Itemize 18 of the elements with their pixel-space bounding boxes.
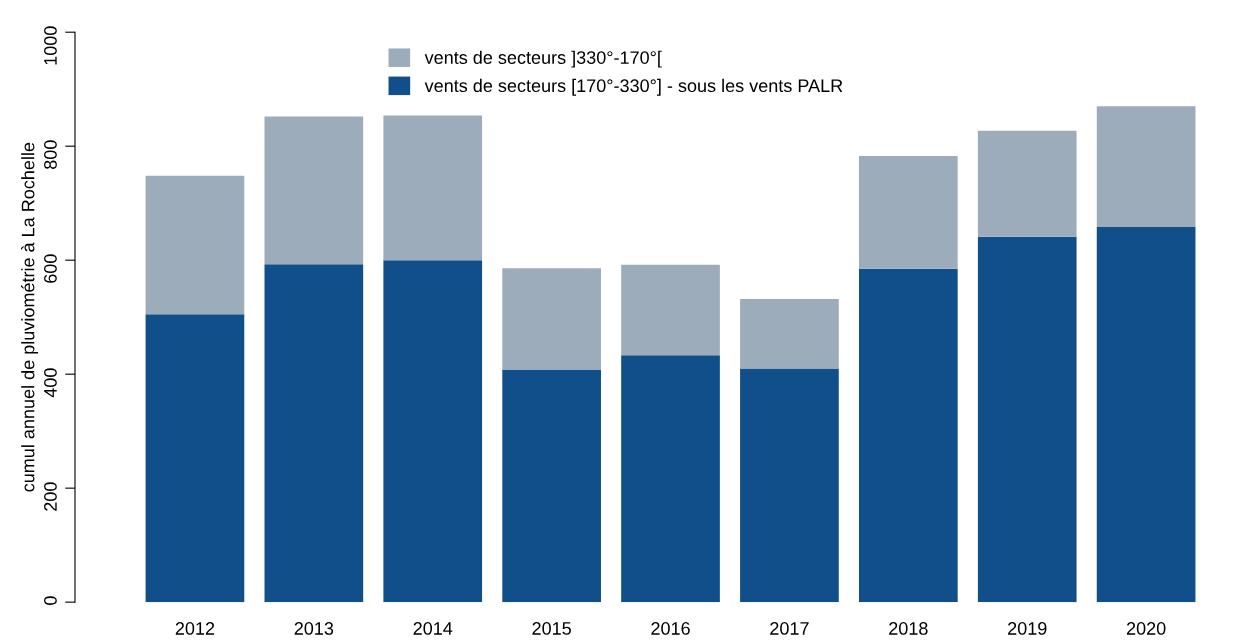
y-tick-label: 0 <box>44 596 57 605</box>
x-tick-label: 2016 <box>651 622 690 635</box>
y-tick-label: 400 <box>44 368 57 398</box>
y-tick-label: 600 <box>44 254 57 283</box>
x-tick-label: 2019 <box>1008 622 1047 635</box>
legend-label: vents de secteurs [170°-330°] - sous les vents PALR <box>424 78 843 96</box>
x-tick-label: 2013 <box>294 622 334 635</box>
y-axis-title: cumul annuel de pluviométrie à La Rochelle <box>20 142 39 492</box>
x-tick-label: 2014 <box>413 622 453 635</box>
x-tick-label: 2020 <box>1126 622 1166 635</box>
x-tick-label: 2018 <box>889 622 928 635</box>
x-tick-label: 2017 <box>770 622 809 635</box>
y-tick-label: 200 <box>44 482 57 511</box>
legend-label: vents de secteurs ]330°-170°[ <box>424 50 662 68</box>
x-tick-label: 2015 <box>532 622 571 635</box>
y-tick-label: 800 <box>44 140 57 169</box>
x-tick-label: 2012 <box>175 622 215 635</box>
y-tick-label: 1000 <box>44 26 57 65</box>
